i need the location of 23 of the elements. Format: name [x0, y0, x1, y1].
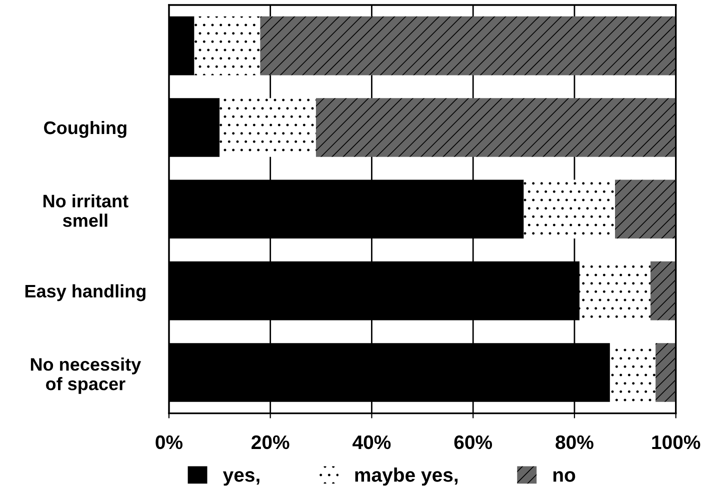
x-tick-label: 60%: [454, 435, 492, 450]
legend-label: maybe yes,: [355, 468, 458, 486]
bar: [194, 16, 260, 76]
bar: [524, 180, 616, 239]
y-tick-label: No irritant smell: [44, 194, 128, 227]
legend-label: no: [553, 471, 576, 482]
x-tick-label: 100%: [652, 435, 700, 450]
y-tick-label: Easy handling: [25, 284, 146, 302]
x-tick-label: 20%: [252, 435, 290, 450]
bar: [316, 98, 676, 157]
x-tick-label: 0%: [156, 435, 182, 450]
bar: [610, 343, 656, 402]
bar: [220, 98, 316, 157]
bar: [260, 16, 676, 76]
x-tick-label: 40%: [352, 435, 391, 450]
y-tick-label: No necessity of spacer: [30, 358, 142, 394]
bar: [580, 261, 650, 320]
legend-label: yes,: [222, 471, 260, 486]
x-tick-label: 80%: [556, 435, 594, 450]
bar: [656, 343, 676, 402]
y-tick-label: Coughing: [44, 120, 126, 138]
bar: [615, 180, 676, 239]
bar: [650, 261, 676, 320]
